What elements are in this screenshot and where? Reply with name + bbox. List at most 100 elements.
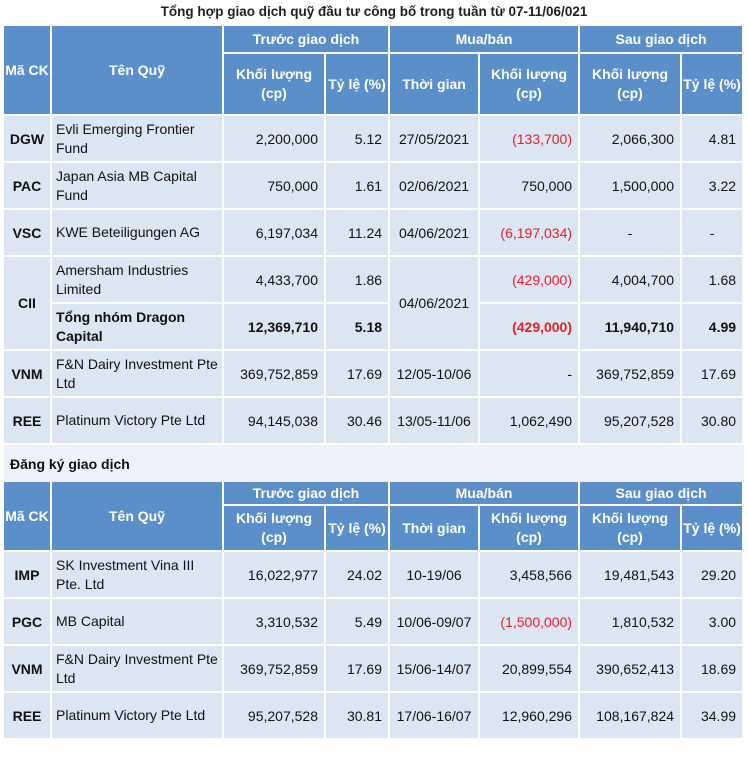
trade-time: 10/06-09/07 (390, 599, 481, 646)
fund-name: Platinum Victory Pte Ltd (52, 693, 224, 740)
fund-name: MB Capital (52, 599, 224, 646)
after-ratio: - (682, 210, 745, 257)
trade-time: 15/06-14/07 (390, 646, 481, 693)
table-row: VNM F&N Dairy Investment Pte Ltd 369,752… (4, 351, 745, 398)
page-title: Tổng hợp giao dịch quỹ đầu tư công bố tr… (160, 4, 588, 19)
table-row: VSC KWE Beteiligungen AG 6,197,034 11.24… (4, 210, 745, 257)
header-after-group: Sau giao dịch (580, 482, 745, 506)
trade-time: 04/06/2021 (390, 210, 481, 257)
after-volume: 108,167,824 (580, 693, 683, 740)
after-ratio: 3.00 (682, 599, 745, 646)
header-after-volume: Khối lượng (cp) (580, 506, 683, 552)
header-after-ratio: Tỷ lệ (%) (682, 506, 745, 552)
stock-code: VNM (4, 351, 52, 398)
header-after-volume: Khối lượng (cp) (580, 54, 683, 116)
trade-volume: 12,960,296 (480, 693, 581, 740)
header-trade-group: Mua/bán (390, 26, 581, 54)
fund-name: KWE Beteiligungen AG (52, 210, 224, 257)
before-volume: 3,310,532 (224, 599, 326, 646)
table-row-total: Tổng nhóm Dragon Capital 12,369,710 5.18… (4, 304, 745, 351)
trade-volume: (1,500,000) (480, 599, 581, 646)
trade-volume: 750,000 (480, 163, 581, 210)
before-volume: 750,000 (224, 163, 326, 210)
after-ratio: 18.69 (682, 646, 745, 693)
after-ratio: 4.81 (682, 116, 745, 163)
before-volume: 12,369,710 (224, 304, 326, 351)
header-before-group: Trước giao dịch (224, 482, 391, 506)
trade-volume: 20,899,554 (480, 646, 581, 693)
stock-code: CII (4, 257, 52, 351)
before-volume: 4,433,700 (224, 257, 326, 304)
before-volume: 16,022,977 (224, 552, 326, 599)
trade-volume: 1,062,490 (480, 398, 581, 445)
after-volume: - (580, 210, 683, 257)
registered-transactions-table: Mã CK Tên Quỹ Trước giao dịch Mua/bán Sa… (4, 482, 745, 740)
section-title: Đăng ký giao dịch (4, 445, 744, 482)
before-ratio: 5.18 (326, 304, 391, 351)
before-ratio: 1.61 (326, 163, 391, 210)
header-before-group: Trước giao dịch (224, 26, 391, 54)
trade-time: 27/05/2021 (390, 116, 481, 163)
header-trade-group: Mua/bán (390, 482, 581, 506)
trade-time: 13/05-11/06 (390, 398, 481, 445)
trade-volume: (429,000) (480, 257, 581, 304)
trade-volume: 3,458,566 (480, 552, 581, 599)
before-ratio: 5.12 (326, 116, 391, 163)
after-volume: 390,652,413 (580, 646, 683, 693)
after-ratio: 3.22 (682, 163, 745, 210)
header-code: Mã CK (4, 482, 52, 552)
table-row: PGC MB Capital 3,310,532 5.49 10/06-09/0… (4, 599, 745, 646)
table-row: REE Platinum Victory Pte Ltd 94,145,038 … (4, 398, 745, 445)
trade-time: 10-19/06 (390, 552, 481, 599)
stock-code: REE (4, 693, 52, 740)
after-volume: 19,481,543 (580, 552, 683, 599)
stock-code: PGC (4, 599, 52, 646)
before-volume: 369,752,859 (224, 351, 326, 398)
table-row: REE Platinum Victory Pte Ltd 95,207,528 … (4, 693, 745, 740)
fund-name: F&N Dairy Investment Pte Ltd (52, 646, 224, 693)
before-volume: 6,197,034 (224, 210, 326, 257)
header-fund: Tên Quỹ (52, 482, 224, 552)
stock-code: IMP (4, 552, 52, 599)
header-fund: Tên Quỹ (52, 26, 224, 116)
fund-name: Tổng nhóm Dragon Capital (52, 304, 224, 351)
after-volume: 369,752,859 (580, 351, 683, 398)
after-ratio: 34.99 (682, 693, 745, 740)
after-volume: 1,810,532 (580, 599, 683, 646)
after-ratio: 29.20 (682, 552, 745, 599)
before-ratio: 24.02 (326, 552, 391, 599)
header-after-ratio: Tỷ lệ (%) (682, 54, 745, 116)
stock-code: VSC (4, 210, 52, 257)
before-ratio: 17.69 (326, 646, 391, 693)
before-ratio: 17.69 (326, 351, 391, 398)
header-after-group: Sau giao dịch (580, 26, 745, 54)
header-time: Thời gian (390, 54, 481, 116)
trade-time: 12/05-10/06 (390, 351, 481, 398)
after-ratio: 1.68 (682, 257, 745, 304)
after-volume: 1,500,000 (580, 163, 683, 210)
before-ratio: 11.24 (326, 210, 391, 257)
before-volume: 2,200,000 (224, 116, 326, 163)
table-row: VNM F&N Dairy Investment Pte Ltd 369,752… (4, 646, 745, 693)
header-before-ratio: Tỷ lệ (%) (326, 54, 391, 116)
header-time: Thời gian (390, 506, 481, 552)
after-volume: 2,066,300 (580, 116, 683, 163)
header-trade-volume: Khối lượng (cp) (480, 506, 581, 552)
header-trade-volume: Khối lượng (cp) (480, 54, 581, 116)
trade-volume: (6,197,034) (480, 210, 581, 257)
trade-volume: (133,700) (480, 116, 581, 163)
trade-time: 02/06/2021 (390, 163, 481, 210)
before-ratio: 30.81 (326, 693, 391, 740)
fund-name: Amersham Industries Limited (52, 257, 224, 304)
before-ratio: 1.86 (326, 257, 391, 304)
stock-code: PAC (4, 163, 52, 210)
before-ratio: 30.46 (326, 398, 391, 445)
after-ratio: 17.69 (682, 351, 745, 398)
header-code: Mã CK (4, 26, 52, 116)
table-row: DGW Evli Emerging Frontier Fund 2,200,00… (4, 116, 745, 163)
header-before-volume: Khối lượng (cp) (224, 54, 326, 116)
after-volume: 11,940,710 (580, 304, 683, 351)
after-volume: 4,004,700 (580, 257, 683, 304)
after-volume: 95,207,528 (580, 398, 683, 445)
